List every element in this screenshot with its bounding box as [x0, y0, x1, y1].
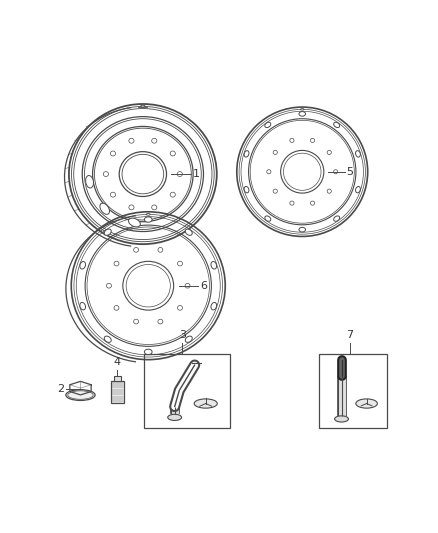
Text: 2: 2: [57, 384, 64, 393]
Ellipse shape: [134, 319, 138, 324]
Ellipse shape: [66, 390, 95, 400]
Ellipse shape: [273, 150, 277, 155]
Ellipse shape: [80, 262, 85, 269]
Text: 3: 3: [179, 330, 186, 341]
Ellipse shape: [244, 187, 249, 193]
Ellipse shape: [194, 399, 217, 408]
Ellipse shape: [333, 169, 338, 174]
Ellipse shape: [114, 261, 119, 266]
Text: 1: 1: [192, 169, 199, 179]
Ellipse shape: [267, 169, 271, 174]
Ellipse shape: [211, 262, 217, 269]
Ellipse shape: [85, 175, 93, 188]
Bar: [319, 354, 387, 428]
Ellipse shape: [265, 122, 271, 127]
Ellipse shape: [170, 192, 175, 197]
Ellipse shape: [273, 189, 277, 193]
Bar: [113, 376, 121, 381]
Ellipse shape: [145, 217, 152, 222]
Ellipse shape: [185, 284, 190, 288]
Ellipse shape: [335, 416, 349, 422]
Ellipse shape: [265, 216, 271, 221]
Ellipse shape: [129, 138, 134, 143]
Ellipse shape: [177, 172, 182, 176]
Ellipse shape: [114, 305, 119, 310]
Ellipse shape: [327, 150, 331, 155]
Ellipse shape: [300, 109, 304, 110]
Ellipse shape: [356, 399, 378, 408]
Ellipse shape: [158, 319, 163, 324]
Ellipse shape: [356, 151, 360, 157]
Ellipse shape: [177, 305, 183, 310]
Ellipse shape: [334, 122, 339, 127]
Ellipse shape: [100, 203, 110, 214]
Text: 5: 5: [346, 167, 353, 177]
Ellipse shape: [244, 151, 249, 157]
Ellipse shape: [106, 284, 111, 288]
Ellipse shape: [141, 105, 145, 107]
Ellipse shape: [311, 201, 314, 205]
Ellipse shape: [290, 139, 294, 142]
Ellipse shape: [129, 205, 134, 210]
Ellipse shape: [299, 228, 306, 232]
Ellipse shape: [185, 336, 192, 342]
Ellipse shape: [299, 111, 306, 116]
Ellipse shape: [334, 216, 339, 221]
Ellipse shape: [168, 414, 182, 421]
Ellipse shape: [110, 151, 116, 156]
Ellipse shape: [152, 138, 157, 143]
Ellipse shape: [103, 172, 109, 176]
Ellipse shape: [145, 349, 152, 354]
Ellipse shape: [104, 336, 111, 342]
Bar: [144, 354, 230, 428]
Ellipse shape: [80, 302, 85, 310]
Ellipse shape: [128, 218, 140, 227]
Bar: [111, 381, 124, 403]
Ellipse shape: [327, 189, 331, 193]
Ellipse shape: [152, 205, 157, 210]
Ellipse shape: [110, 192, 116, 197]
Text: 4: 4: [114, 357, 121, 367]
Ellipse shape: [158, 247, 163, 252]
Text: 7: 7: [346, 330, 353, 341]
Ellipse shape: [104, 229, 111, 236]
Text: 6: 6: [200, 281, 207, 290]
Ellipse shape: [356, 187, 360, 193]
Ellipse shape: [134, 247, 138, 252]
Ellipse shape: [177, 261, 183, 266]
Ellipse shape: [170, 151, 175, 156]
Ellipse shape: [185, 229, 192, 236]
Ellipse shape: [290, 201, 294, 205]
Ellipse shape: [311, 139, 314, 142]
Ellipse shape: [146, 214, 150, 215]
Ellipse shape: [211, 302, 217, 310]
